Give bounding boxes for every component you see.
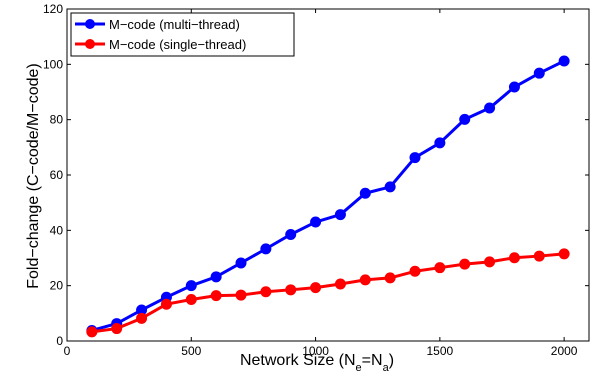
data-point — [210, 290, 222, 302]
data-point — [434, 262, 446, 274]
y-axis-ticks: 0 20 40 60 80 100 120 — [43, 2, 589, 348]
legend-swatch-marker — [85, 19, 95, 29]
data-point — [111, 323, 123, 335]
x-tick-label: 1000 — [302, 344, 329, 358]
data-point — [359, 187, 371, 199]
series-line-0 — [91, 59, 565, 332]
data-point — [136, 312, 148, 324]
x-axis-label: Network Size (Ne=Na) — [240, 352, 394, 374]
data-point — [459, 113, 471, 125]
legend-swatch-marker — [85, 39, 95, 49]
plot-axes — [66, 8, 590, 342]
data-point — [260, 243, 272, 255]
y-tick-label: 80 — [50, 113, 64, 127]
data-point — [334, 278, 346, 290]
data-point — [285, 228, 297, 240]
x-tick-label: 500 — [181, 344, 201, 358]
y-tick-label: 100 — [43, 57, 63, 71]
data-point — [310, 282, 322, 294]
legend: M−code (multi−thread) M−code (single−thre… — [70, 12, 295, 57]
data-point — [484, 102, 496, 114]
data-point — [533, 67, 545, 79]
data-point — [260, 286, 272, 298]
y-tick-label: 40 — [50, 223, 64, 237]
legend-entry-label: M−code (single−thread) — [109, 37, 246, 52]
x-tick-label: 0 — [64, 344, 71, 358]
y-tick-label: 60 — [50, 168, 64, 182]
data-point — [334, 209, 346, 221]
data-point — [484, 256, 496, 268]
data-point — [185, 294, 197, 305]
legend-entry-label: M−code (multi−thread) — [109, 17, 240, 32]
x-axis-ticks: 0 500 1000 1500 2000 — [64, 9, 578, 358]
y-tick-label: 120 — [43, 2, 63, 16]
data-point — [558, 55, 570, 67]
y-tick-label: 20 — [50, 279, 64, 293]
data-point — [235, 257, 247, 269]
y-tick-label: 0 — [56, 334, 63, 348]
legend-box — [70, 12, 295, 57]
data-point — [409, 152, 421, 164]
data-point — [285, 284, 297, 296]
y-axis-label: Fold−change (C−code/M−code) — [25, 63, 42, 288]
data-point — [160, 298, 172, 310]
data-point — [185, 280, 197, 292]
data-point — [384, 181, 396, 193]
data-point — [533, 250, 545, 262]
data-point — [210, 271, 222, 283]
data-point — [508, 81, 520, 93]
data-point — [359, 274, 371, 286]
plot-frame — [66, 8, 590, 342]
data-point — [558, 248, 570, 260]
data-point — [459, 258, 471, 270]
series-layer — [86, 55, 570, 338]
data-point — [508, 252, 520, 264]
x-tick-label: 1500 — [427, 344, 454, 358]
x-tick-label: 2000 — [551, 344, 578, 358]
data-point — [235, 289, 247, 301]
data-point — [310, 216, 322, 228]
data-point — [434, 137, 446, 149]
data-point — [384, 272, 396, 284]
data-point — [86, 326, 98, 338]
data-point — [409, 265, 421, 277]
